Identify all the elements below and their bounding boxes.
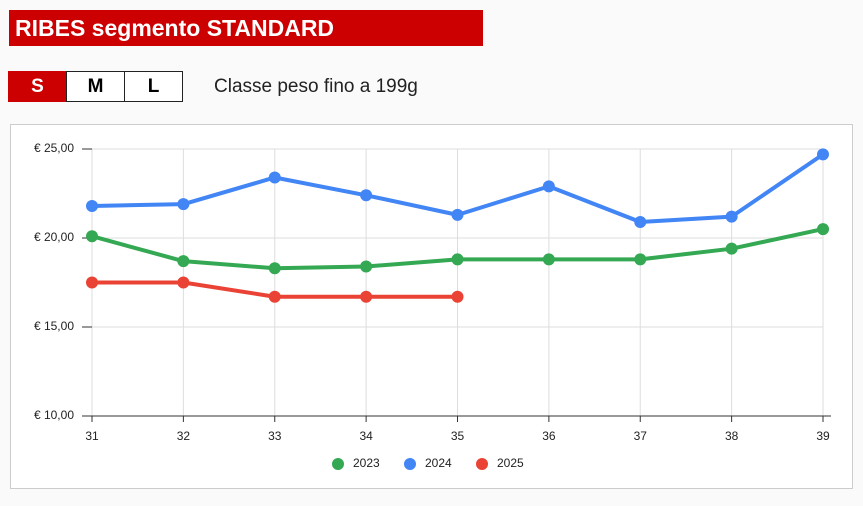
x-tick-label: 31 [85, 429, 99, 443]
data-point [451, 253, 464, 266]
data-point [268, 171, 281, 184]
data-point [542, 180, 555, 193]
x-tick-label: 34 [359, 429, 373, 443]
y-tick-label: € 25,00 [34, 141, 74, 155]
data-point [268, 262, 281, 275]
x-tick-label: 35 [451, 429, 465, 443]
data-point [177, 255, 190, 268]
x-tick-label: 32 [177, 429, 191, 443]
x-tick-label: 33 [268, 429, 282, 443]
y-tick-label: € 10,00 [34, 408, 74, 422]
data-point [86, 199, 98, 212]
data-point [86, 276, 98, 289]
data-point [817, 223, 829, 236]
data-point [817, 148, 829, 161]
legend-marker [476, 458, 488, 470]
legend-marker [332, 458, 344, 470]
data-point [360, 260, 373, 273]
data-point [634, 215, 647, 228]
size-tab[interactable]: L [124, 71, 183, 102]
data-point [542, 253, 555, 266]
data-point [451, 290, 464, 303]
data-point [86, 230, 98, 243]
x-tick-label: 37 [634, 429, 648, 443]
data-point [725, 210, 738, 223]
size-tab[interactable]: M [66, 71, 125, 102]
page-title: RIBES segmento STANDARD [9, 10, 483, 46]
legend-marker [404, 458, 416, 470]
legend-label: 2025 [497, 456, 524, 470]
legend-label: 2023 [353, 456, 380, 470]
x-tick-label: 36 [542, 429, 556, 443]
data-point [177, 198, 190, 211]
size-tab[interactable]: S [8, 71, 67, 102]
data-point [725, 242, 738, 255]
data-point [360, 290, 373, 303]
y-tick-label: € 15,00 [34, 319, 74, 333]
y-tick-label: € 20,00 [34, 230, 74, 244]
subtitle: Classe peso fino a 199g [214, 76, 418, 97]
data-point [177, 276, 190, 289]
x-tick-label: 39 [816, 429, 830, 443]
data-point [268, 290, 281, 303]
legend-label: 2024 [425, 456, 452, 470]
data-point [634, 253, 647, 266]
data-point [360, 189, 373, 202]
chart-box [10, 124, 853, 489]
data-point [451, 208, 464, 221]
x-tick-label: 38 [725, 429, 739, 443]
